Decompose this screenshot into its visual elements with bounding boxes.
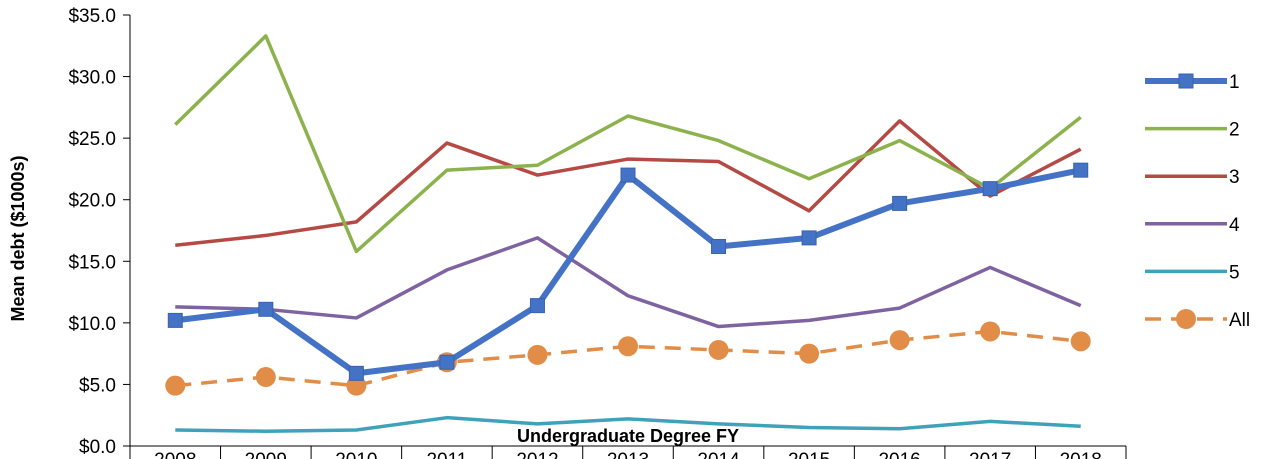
data-point (258, 301, 274, 317)
data-point (711, 239, 727, 255)
x-tick-label: 2012 (516, 450, 558, 459)
legend-marker (1178, 73, 1194, 89)
data-point (980, 321, 1001, 342)
y-tick-label: $0.0 (79, 437, 116, 458)
legend-marker (1176, 309, 1196, 329)
legend-item-3: 3 (1145, 167, 1240, 188)
data-point (889, 330, 910, 351)
data-point (982, 181, 998, 197)
data-point (255, 367, 276, 388)
x-axis: 2008 2009 2010 2011 2012 2013 2014 2015 2016 2017… (129, 445, 1127, 459)
legend-item-2: 2 (1145, 120, 1240, 141)
x-tick-label: 2017 (969, 450, 1011, 459)
data-point (1073, 162, 1089, 178)
legend-label: 2 (1229, 120, 1240, 141)
y-tick-label: $10.0 (68, 314, 116, 335)
data-point (165, 375, 186, 396)
data-point (618, 336, 638, 357)
y-tick-label: $30.0 (68, 68, 116, 89)
y-tick-label: $20.0 (68, 191, 116, 212)
series-5 (175, 415, 1081, 433)
data-point (799, 343, 820, 364)
series-line-4 (175, 236, 1082, 329)
series-2 (174, 34, 1082, 254)
x-tick-label: 2016 (878, 450, 920, 459)
legend-item-5: 5 (1145, 262, 1240, 283)
data-point (801, 230, 817, 246)
data-point (620, 167, 636, 183)
x-tick-label: 2008 (154, 450, 196, 459)
y-axis: $0.0 $5.0 $10.0 $15.0 $20.0 $25.0 $30.0 $35.0 (68, 6, 131, 458)
legend: 1 2 3 4 5 All (1145, 72, 1250, 331)
x-tick-label: 2013 (607, 450, 649, 459)
series-All (165, 321, 1091, 396)
x-tick-label: 2014 (697, 450, 740, 459)
y-tick-label: $25.0 (68, 129, 116, 150)
data-point (348, 365, 364, 381)
x-tick-label: 2018 (1060, 450, 1102, 459)
y-tick-label: $35.0 (68, 6, 116, 27)
data-point (529, 298, 545, 314)
x-tick-label: 2011 (426, 450, 467, 459)
y-tick-label: $15.0 (68, 252, 116, 273)
series-line-5 (175, 415, 1081, 433)
y-tick-label: $5.0 (79, 375, 116, 396)
series-3 (175, 119, 1082, 248)
legend-item-1: 1 (1145, 72, 1240, 93)
legend-label: 3 (1229, 167, 1240, 188)
legend-label: 4 (1229, 215, 1240, 236)
data-point (439, 354, 455, 370)
legend-item-All: All (1145, 309, 1250, 331)
series-line-3 (175, 119, 1082, 248)
data-point (892, 195, 908, 211)
legend-label: 1 (1229, 72, 1240, 93)
x-tick-label: 2009 (245, 450, 287, 459)
legend-label: 5 (1229, 262, 1240, 283)
data-point (1070, 331, 1091, 352)
data-point (527, 344, 548, 365)
x-tick-label: 2015 (788, 450, 830, 459)
y-axis-title: Mean debt ($1000s) (8, 155, 28, 321)
series-1 (167, 162, 1089, 381)
series-layer (165, 34, 1091, 433)
legend-item-4: 4 (1145, 215, 1240, 236)
data-point (167, 312, 183, 328)
data-point (708, 339, 729, 360)
series-4 (175, 236, 1082, 329)
x-axis-title: Undergraduate Degree FY (517, 426, 739, 446)
series-line-2 (174, 34, 1082, 254)
x-tick-label: 2010 (335, 450, 377, 459)
legend-label: All (1229, 310, 1250, 331)
